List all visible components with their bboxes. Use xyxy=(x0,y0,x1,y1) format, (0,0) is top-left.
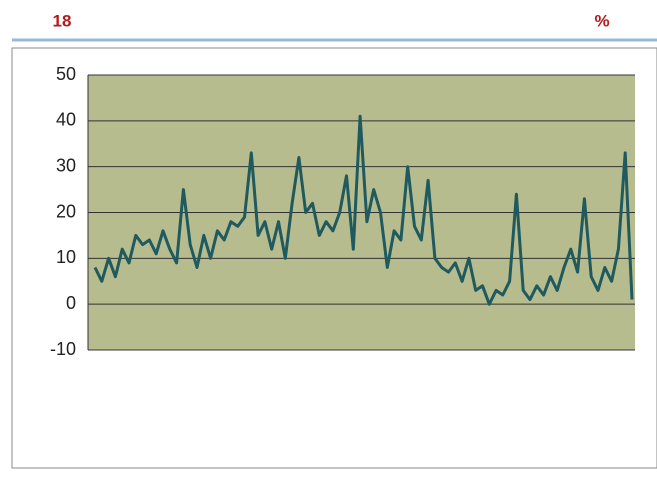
y-tick-label: 20 xyxy=(56,201,76,221)
y-tick-label: 10 xyxy=(56,247,76,267)
y-tick-label: 0 xyxy=(66,293,76,313)
y-tick-label: -10 xyxy=(50,339,76,359)
y-tick-label: 50 xyxy=(56,64,76,84)
y-tick-label: 30 xyxy=(56,155,76,175)
y-tick-label: 40 xyxy=(56,110,76,130)
header-left: 18 xyxy=(53,11,72,30)
header-right: % xyxy=(594,11,609,30)
data-line xyxy=(93,114,634,306)
